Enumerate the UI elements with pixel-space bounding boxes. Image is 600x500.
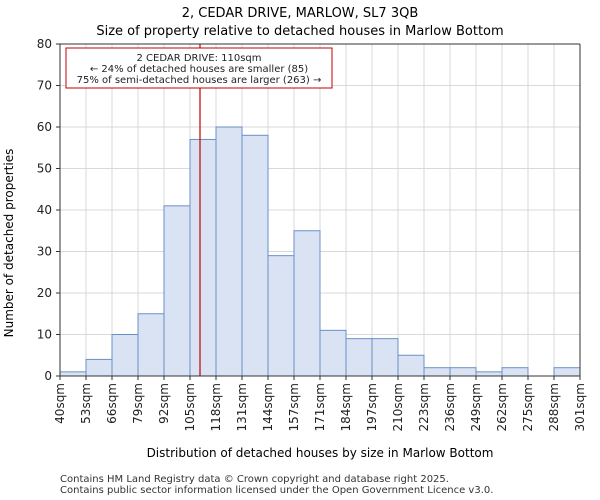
bars-group — [59, 126, 581, 377]
x-tick-label: 275sqm — [521, 383, 535, 431]
histogram-bar — [501, 367, 529, 377]
y-axis-label: Number of detached properties — [2, 149, 16, 338]
histogram-bar — [423, 367, 451, 377]
x-tick-label: 157sqm — [287, 383, 301, 431]
axes-group: 0 10 20 30 40 50 60 70 80 40sqm 53sqm 66sqm 79sqm 92s… — [37, 37, 587, 431]
histogram-bar — [319, 329, 347, 377]
x-tick-label: 105sqm — [183, 383, 197, 431]
histogram-bar — [293, 230, 321, 377]
x-tick-label: 210sqm — [391, 383, 405, 431]
y-tick-label: 10 — [37, 328, 52, 342]
histogram-bar — [397, 354, 425, 377]
x-tick-label: 79sqm — [131, 383, 145, 424]
histogram-bar — [345, 338, 373, 377]
y-tick-label: 60 — [37, 120, 52, 134]
marker-group: 2 CEDAR DRIVE: 110sqm← 24% of detached h… — [65, 44, 333, 376]
x-tick-label: 131sqm — [235, 383, 249, 431]
x-tick-label: 236sqm — [443, 383, 457, 431]
y-tick-label: 30 — [37, 245, 52, 259]
annotation-text: ← 24% of detached houses are smaller (85… — [90, 64, 308, 75]
y-tick-label: 50 — [37, 162, 52, 176]
x-tick-label: 118sqm — [209, 383, 223, 431]
y-tick-label: 80 — [37, 37, 52, 51]
y-tick-label: 40 — [37, 203, 52, 217]
x-tick-label: 184sqm — [339, 383, 353, 431]
histogram-bar — [475, 371, 503, 377]
x-tick-label: 288sqm — [547, 383, 561, 431]
chart-subtitle: Size of property relative to detached ho… — [96, 24, 503, 39]
x-axis-label: Distribution of detached houses by size … — [147, 446, 494, 460]
histogram-bar — [267, 255, 295, 377]
x-tick-label: 249sqm — [469, 383, 483, 431]
histogram-bar — [59, 371, 87, 377]
x-tick-label: 66sqm — [105, 383, 119, 424]
annotation-text: 2 CEDAR DRIVE: 110sqm — [136, 53, 261, 64]
x-tick-label: 301sqm — [573, 383, 587, 431]
histogram-bar — [85, 358, 113, 377]
y-tick-label: 70 — [37, 79, 52, 93]
x-tick-label: 40sqm — [53, 383, 67, 424]
x-tick-label: 262sqm — [495, 383, 509, 431]
histogram-bar — [137, 313, 165, 377]
footer-line-2: Contains public sector information licen… — [60, 485, 494, 496]
x-tick-label: 53sqm — [79, 383, 93, 424]
histogram-bar — [371, 338, 399, 377]
histogram-bar — [449, 367, 477, 377]
x-tick-label: 144sqm — [261, 383, 275, 431]
annotation-text: 75% of semi-detached houses are larger (… — [77, 75, 322, 86]
x-tick-label: 223sqm — [417, 383, 431, 431]
y-tick-label: 0 — [44, 369, 52, 383]
x-tick-label: 171sqm — [313, 383, 327, 431]
histogram-bar — [111, 334, 139, 377]
x-tick-label: 92sqm — [157, 383, 171, 424]
histogram-bar — [553, 367, 581, 377]
histogram-bar — [163, 205, 191, 377]
annotation-box — [65, 47, 333, 89]
chart-title: 2, CEDAR DRIVE, MARLOW, SL7 3QB — [182, 6, 419, 21]
histogram-bar — [241, 134, 269, 377]
footer-line-1: Contains HM Land Registry data © Crown c… — [60, 474, 449, 485]
histogram-bar — [215, 126, 243, 377]
histogram-bar — [189, 138, 217, 377]
y-tick-label: 20 — [37, 286, 52, 300]
x-tick-label: 197sqm — [365, 383, 379, 431]
